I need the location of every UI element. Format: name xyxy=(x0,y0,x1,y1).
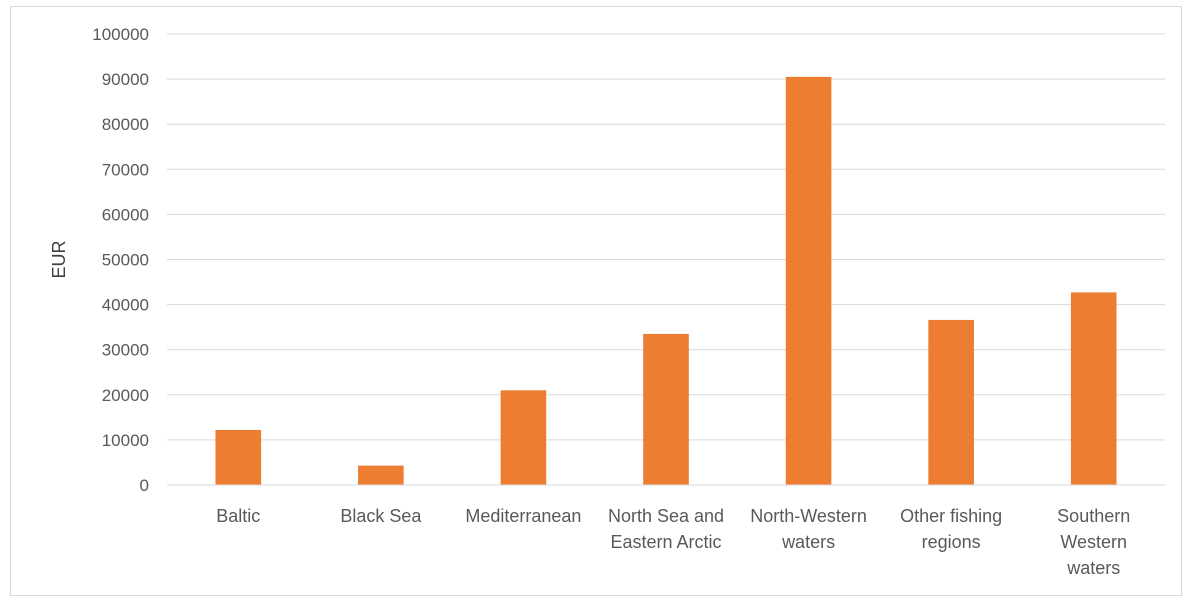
bar xyxy=(643,333,689,485)
bars xyxy=(215,76,1117,485)
gridlines xyxy=(167,33,1165,441)
y-axis-ticks: 0 10000 20000 30000 40000 50000 60000 70000 8000… xyxy=(92,25,149,495)
y-tick-label: 30000 xyxy=(102,341,149,360)
y-tick-label: 80000 xyxy=(102,115,149,134)
y-tick-label: 20000 xyxy=(102,386,149,405)
y-tick-label: 10000 xyxy=(102,431,149,450)
x-tick-label: North Sea and Eastern Arctic xyxy=(608,506,724,552)
chart-frame: 0 10000 20000 30000 40000 50000 60000 70000 8000… xyxy=(10,6,1182,596)
x-tick-label: Mediterranean xyxy=(465,506,581,526)
bar-chart: 0 10000 20000 30000 40000 50000 60000 70000 8000… xyxy=(49,25,1165,578)
bar xyxy=(500,390,547,485)
y-axis-label: EUR xyxy=(49,240,69,278)
y-tick-label: 50000 xyxy=(102,251,149,270)
x-tick-label: North-Western waters xyxy=(750,506,867,552)
y-tick-label: 90000 xyxy=(102,70,149,89)
y-tick-label: 0 xyxy=(140,476,149,495)
bar xyxy=(785,76,832,485)
bar xyxy=(215,429,262,485)
x-tick-label: Southern Western waters xyxy=(1057,506,1130,578)
y-tick-label: 60000 xyxy=(102,205,149,224)
y-tick-label: 40000 xyxy=(102,296,149,315)
x-tick-label: Black Sea xyxy=(340,506,422,526)
x-axis-ticks: Baltic Black Sea Mediterranean North Sea an… xyxy=(216,506,1130,578)
bar xyxy=(1070,292,1117,485)
x-tick-label: Baltic xyxy=(216,506,260,526)
y-tick-label: 70000 xyxy=(102,160,149,179)
y-tick-label: 100000 xyxy=(92,25,149,44)
x-tick-label: Other fishing regions xyxy=(900,506,1002,552)
bar xyxy=(358,465,404,485)
bar xyxy=(928,319,974,485)
